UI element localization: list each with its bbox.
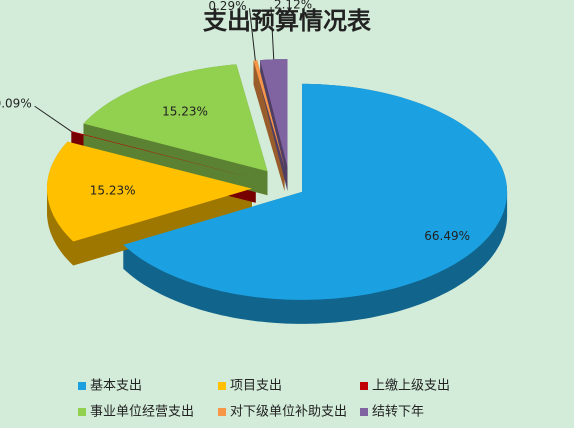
slice — [71, 131, 256, 179]
legend-label: 基本支出 — [90, 379, 142, 394]
legend-swatch — [78, 408, 86, 416]
slice — [83, 64, 268, 172]
value-label: 15.23% — [90, 183, 136, 197]
value-labels: 66.49% 15.23% 0.09% 15.23% 0.29% 2.12% — [0, 0, 470, 243]
leader-line — [34, 105, 72, 132]
chart-title: 支出预算情况表 — [203, 7, 372, 35]
legend-swatch — [360, 408, 368, 416]
legend-label: 事业单位经营支出 — [90, 405, 194, 420]
slice — [253, 60, 285, 168]
legend-label: 结转下年 — [372, 405, 424, 420]
value-label: 2.12% — [274, 0, 312, 11]
legend-swatch — [78, 382, 86, 390]
value-label: 15.23% — [162, 104, 208, 118]
legend-label: 上缴上级支出 — [372, 379, 450, 394]
legend-label: 对下级单位补助支出 — [230, 405, 347, 420]
legend-swatch — [218, 382, 226, 390]
slice-tops — [47, 59, 508, 300]
slice — [260, 59, 288, 168]
value-label: 0.29% — [208, 0, 246, 13]
value-label: 0.09% — [0, 97, 32, 111]
slice — [123, 83, 508, 300]
legend-swatch — [218, 408, 226, 416]
slice — [47, 141, 252, 242]
value-label: 66.49% — [424, 229, 470, 243]
leader-line — [270, 6, 275, 60]
leader-line — [249, 8, 256, 61]
legend-label: 项目支出 — [230, 379, 282, 394]
legend-swatch — [360, 382, 368, 390]
slice-side — [253, 60, 285, 192]
